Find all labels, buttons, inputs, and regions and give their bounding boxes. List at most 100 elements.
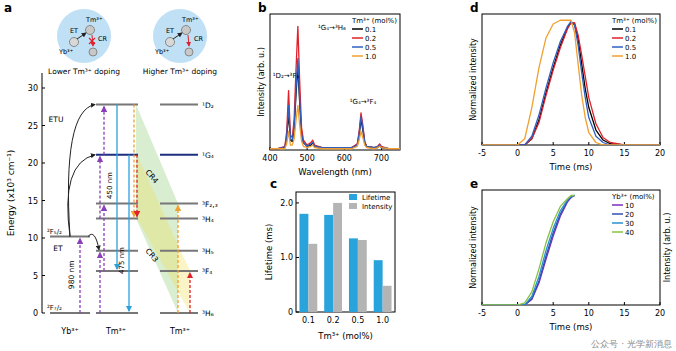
tick-label: 700 bbox=[374, 154, 389, 163]
plot-frame bbox=[270, 14, 400, 150]
label: Tm³⁺ bbox=[181, 16, 198, 24]
tick-label: 10 bbox=[584, 309, 594, 318]
tick bbox=[42, 313, 45, 314]
tick bbox=[553, 302, 554, 305]
chart-d: d-505101520Time (ms)Normalized intensity… bbox=[469, 1, 665, 172]
level-label: ²F₇/₂ bbox=[47, 304, 62, 312]
label: Yb³⁺ bbox=[58, 48, 73, 56]
tick-label: 0 bbox=[33, 309, 38, 318]
tm-level bbox=[160, 270, 198, 272]
legend-label: 1.0 bbox=[365, 53, 376, 61]
tick-label: 1.0 bbox=[280, 253, 293, 262]
tick bbox=[42, 275, 45, 276]
tick-label: 10 bbox=[28, 234, 38, 243]
excitation-arrow bbox=[103, 206, 104, 272]
axis-label: Time (ms) bbox=[549, 322, 593, 332]
level-label: ³F₄ bbox=[202, 267, 212, 276]
pump-arrow bbox=[79, 239, 80, 314]
excitation-arrow bbox=[99, 253, 100, 313]
tick-label: 15 bbox=[619, 149, 629, 158]
tick-label: 0.5 bbox=[352, 316, 365, 325]
axis-label: Wavelength (nm) bbox=[298, 167, 371, 177]
legend-swatch bbox=[612, 55, 623, 57]
etu-arrow bbox=[68, 105, 95, 237]
label: 450 nm bbox=[106, 172, 114, 199]
chart-b: b400500600700Wavelength (nm)Intensity (a… bbox=[257, 1, 400, 177]
label: ET bbox=[70, 27, 78, 35]
cr3-band bbox=[137, 155, 190, 313]
legend-swatch bbox=[612, 37, 623, 39]
cr-arrow bbox=[133, 105, 134, 217]
series-line bbox=[482, 20, 660, 145]
axis-label: Normalized intensity bbox=[469, 206, 478, 289]
excitation-arrow bbox=[99, 157, 100, 219]
tm-level bbox=[160, 104, 198, 106]
legend-swatch bbox=[612, 231, 623, 233]
tick bbox=[553, 142, 554, 145]
annotation: ¹G₄→³H₆ bbox=[318, 24, 346, 32]
chart-c: c01.02.00.10.20.51.0Tm³⁺ (mol%)Lifetime … bbox=[264, 177, 395, 341]
legend-title: Tm³⁺ (mol%) bbox=[611, 17, 657, 25]
tick-label: 1.0 bbox=[376, 316, 389, 325]
cross bbox=[89, 38, 95, 44]
label: CR3 bbox=[144, 246, 161, 264]
level-label: ¹D₂ bbox=[202, 101, 214, 110]
series-group bbox=[270, 26, 400, 148]
inset-circle bbox=[57, 9, 111, 63]
axis-label: Tm³⁺ (mol%) bbox=[317, 331, 373, 341]
tick-label: 30 bbox=[28, 84, 38, 93]
legend-label: 0.5 bbox=[365, 44, 376, 52]
tm-ion bbox=[182, 26, 191, 35]
tick bbox=[296, 257, 299, 258]
ion-label: Yb³⁺ bbox=[60, 327, 78, 336]
series-line bbox=[482, 195, 575, 305]
tick bbox=[588, 142, 589, 145]
label: CR bbox=[98, 35, 108, 43]
inset: Tm³⁺Yb³⁺ETCRLower Tm³⁺ doping bbox=[48, 9, 120, 76]
tick-label: -5 bbox=[478, 309, 486, 318]
tick-label: 0.2 bbox=[327, 316, 340, 325]
tm-level bbox=[160, 312, 198, 314]
et-arrow bbox=[77, 33, 86, 39]
legend-swatch bbox=[352, 46, 363, 48]
tick-label: 0.1 bbox=[302, 316, 315, 325]
tick-label: 5 bbox=[551, 309, 556, 318]
cr-arrow bbox=[189, 273, 190, 313]
plot-frame bbox=[296, 192, 395, 312]
tick-label: -5 bbox=[478, 149, 486, 158]
tick-label: 5 bbox=[33, 272, 38, 281]
tick-label: 10 bbox=[584, 149, 594, 158]
et-arrow bbox=[173, 33, 182, 39]
level-label: ³H₄ bbox=[202, 215, 214, 224]
legend-swatch bbox=[352, 37, 363, 39]
tick bbox=[624, 302, 625, 305]
bar bbox=[324, 215, 333, 312]
chart-e: e-505101520Time (ms)Normalized intensity… bbox=[469, 177, 672, 332]
legend-label: 1.0 bbox=[625, 53, 636, 61]
axis-line bbox=[42, 73, 43, 313]
axis-label: Intensity (arb. u.) bbox=[257, 47, 266, 117]
annotation: ¹D₂→³F₄ bbox=[273, 72, 300, 80]
tick-label: 0 bbox=[515, 149, 520, 158]
et-arrow bbox=[88, 234, 99, 249]
legend-title: Yb³⁺ (mol%) bbox=[611, 193, 655, 201]
tick-label: 400 bbox=[262, 154, 277, 163]
caption: Lower Tm³⁺ doping bbox=[48, 67, 120, 76]
bar bbox=[299, 214, 308, 312]
axis-label: Intensity (arb. u.) bbox=[663, 213, 672, 283]
legend-label: 40 bbox=[625, 229, 634, 237]
bars bbox=[299, 203, 391, 312]
tick bbox=[42, 238, 45, 239]
tick bbox=[42, 200, 45, 201]
excitation-arrow bbox=[103, 107, 104, 155]
tick-label: 0 bbox=[515, 309, 520, 318]
series-line bbox=[482, 195, 575, 305]
series-group bbox=[482, 20, 660, 145]
legend-swatch bbox=[349, 194, 357, 200]
legend-swatch bbox=[349, 203, 357, 209]
level-label: ²F₅/₂ bbox=[47, 228, 62, 236]
label: ET bbox=[53, 244, 63, 253]
tick-label: 2.0 bbox=[280, 199, 293, 208]
ion-label: Tm³⁺ bbox=[105, 327, 126, 336]
ion-label: Tm³⁺ bbox=[169, 327, 190, 336]
